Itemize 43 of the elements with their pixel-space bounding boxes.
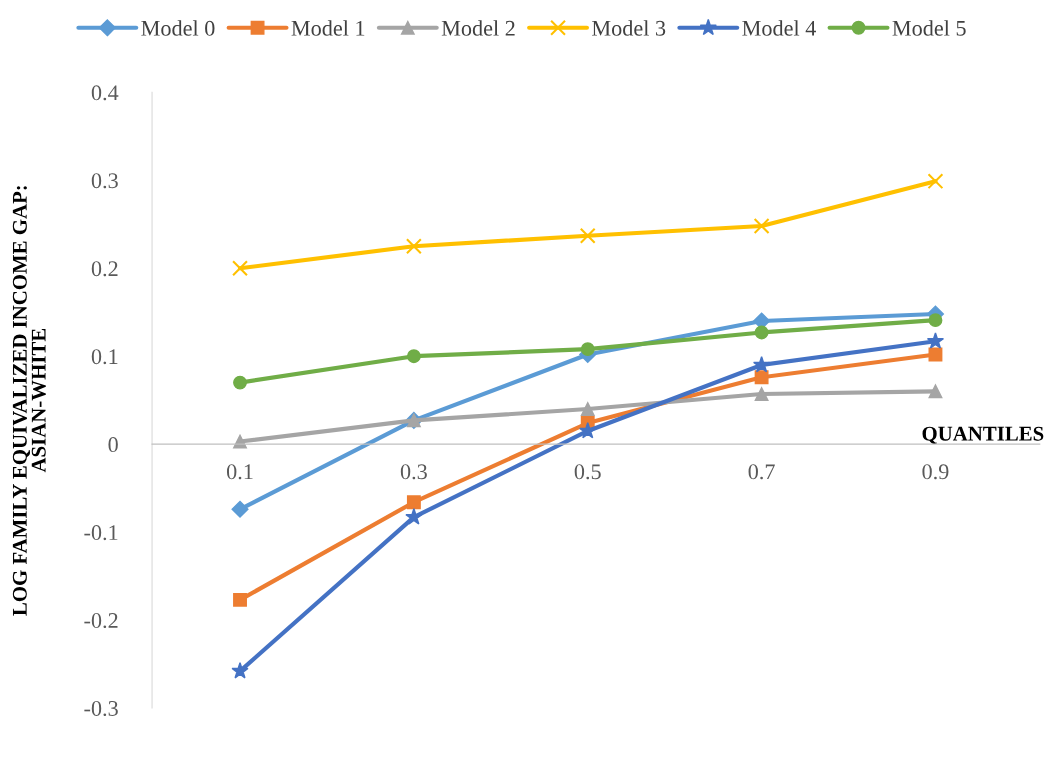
point <box>405 508 423 525</box>
x-tick-label: 0.9 <box>922 464 949 480</box>
point <box>754 370 769 385</box>
y-tick-label: 0.2 <box>91 261 118 277</box>
point <box>926 332 945 349</box>
legend-label: Model 4 <box>742 20 816 36</box>
y-tick-label: 0.4 <box>91 85 119 101</box>
legend-label: Model 1 <box>291 20 365 36</box>
point <box>754 387 769 401</box>
legend-label: Model 2 <box>441 20 515 36</box>
point <box>928 313 943 328</box>
x-axis-title: QUANTILES <box>922 426 1044 444</box>
x-tick-label: 0.5 <box>574 464 601 480</box>
point <box>233 592 247 607</box>
x-tick-label: 0.7 <box>748 464 775 480</box>
legend-label: Model 5 <box>892 20 966 36</box>
y-tick-label: 0 <box>108 437 118 453</box>
y-axis-title: LOG FAMILY EQUIVALIZED INCOME GAP: ASIAN-WHITE <box>12 186 46 616</box>
point <box>753 218 770 235</box>
point <box>580 342 595 357</box>
point <box>752 355 771 373</box>
y-tick-label: 0.3 <box>91 173 118 189</box>
point <box>231 662 249 679</box>
point <box>233 375 247 390</box>
legend-label: Model 0 <box>141 20 215 36</box>
x-tick-label: 0.1 <box>226 464 253 480</box>
x-tick-label: 0.3 <box>400 464 427 480</box>
point <box>579 227 596 244</box>
point <box>927 173 944 190</box>
point <box>928 384 943 399</box>
point <box>231 500 249 518</box>
point <box>579 421 597 439</box>
legend-label: Model 3 <box>592 20 666 36</box>
point <box>405 238 422 255</box>
point <box>232 260 249 277</box>
point <box>406 349 421 364</box>
y-tick-label: -0.2 <box>84 613 118 629</box>
y-tick-label: 0.1 <box>91 349 118 365</box>
point <box>406 495 421 510</box>
point <box>754 325 769 340</box>
y-tick-label: -0.1 <box>84 525 118 541</box>
y-tick-label: -0.3 <box>84 700 118 717</box>
point <box>580 402 595 416</box>
